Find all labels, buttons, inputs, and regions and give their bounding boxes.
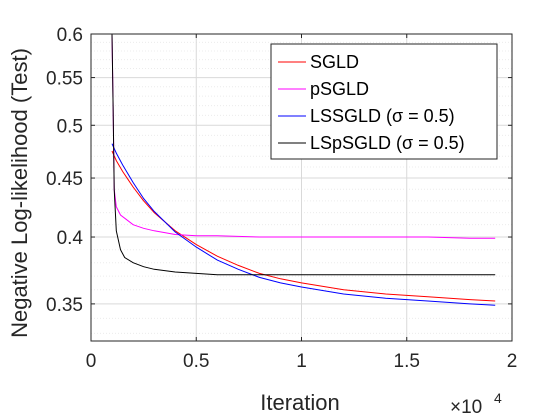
- x-axis-label: Iteration: [260, 390, 340, 415]
- legend-entry: pSGLD: [310, 79, 369, 99]
- x-tick-label: 0: [86, 351, 97, 372]
- series-line-3: [111, 143, 496, 306]
- series-lines: [111, 34, 496, 306]
- y-tick-label: 0.4: [57, 228, 84, 249]
- x-tick-label: 1: [296, 351, 307, 372]
- y-axis-label: Negative Log-likelihood (Test): [7, 48, 32, 338]
- y-tick-label: 0.5: [57, 116, 83, 137]
- legend: SGLD pSGLD LSSGLD (σ = 0.5) LSpSGLD (σ = 0.…: [270, 43, 498, 160]
- x-tick-labels: 0 0.5 1 1.5 2: [86, 351, 518, 372]
- legend-entry: LSSGLD (σ = 0.5): [310, 106, 455, 126]
- x-tick-label: 1.5: [394, 351, 420, 372]
- axis-ticks: [90, 33, 513, 341]
- y-tick-label: 0.45: [46, 169, 83, 190]
- x-tick-label: 2: [507, 351, 518, 372]
- series-line-2: [111, 34, 496, 239]
- legend-entry: LSpSGLD (σ = 0.5): [310, 133, 465, 153]
- x-tick-label: 0.5: [183, 351, 209, 372]
- x-exponent-base: ×10: [450, 397, 482, 418]
- y-tick-labels: 0.35 0.4 0.45 0.5 0.55 0.6: [46, 25, 83, 316]
- legend-box: [270, 43, 498, 160]
- legend-entry: SGLD: [310, 52, 359, 72]
- y-tick-label: 0.55: [46, 69, 83, 90]
- series-line-4: [111, 34, 496, 276]
- y-tick-label: 0.35: [46, 295, 83, 316]
- series-line-1: [111, 150, 496, 302]
- x-exponent-power: 4: [494, 390, 502, 406]
- y-tick-label: 0.6: [57, 25, 83, 46]
- x-axis-exponent: ×10 4: [450, 390, 502, 418]
